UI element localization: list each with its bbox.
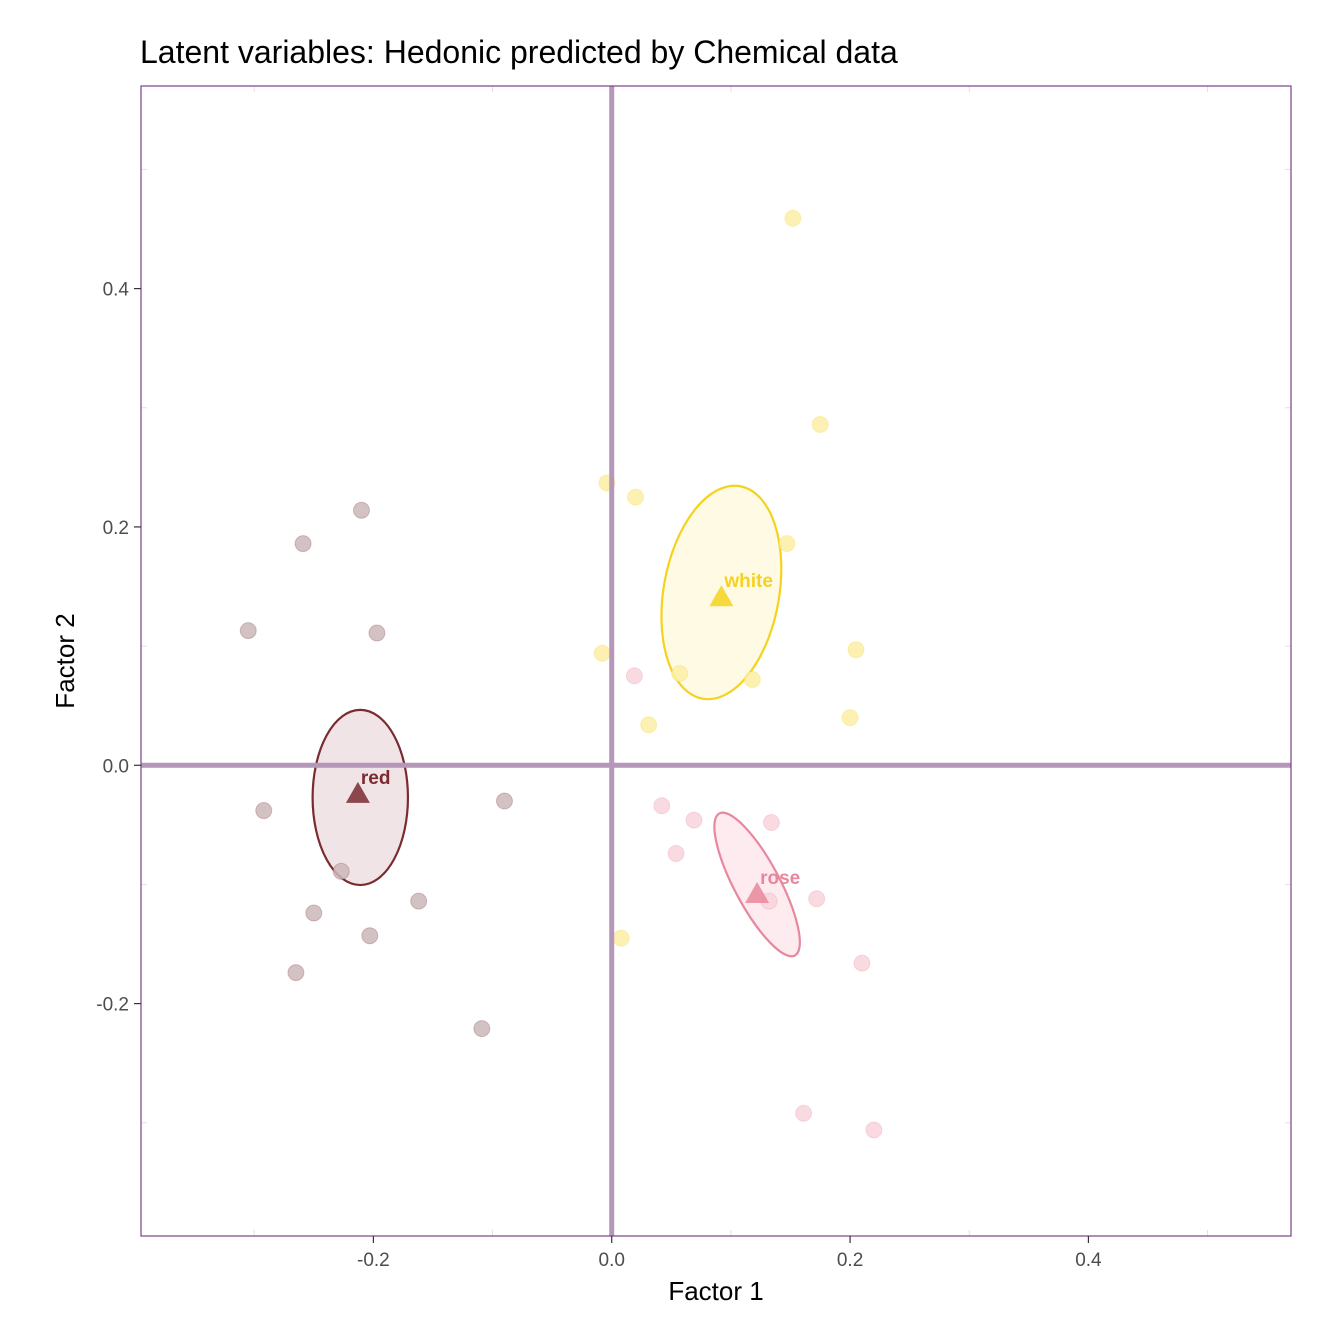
y-tick-label: 0.4 [103, 280, 130, 301]
plot-frame [140, 85, 1292, 1237]
point-rose [853, 954, 871, 972]
chart-title: Latent variables: Hedonic predicted by C… [140, 34, 898, 70]
point-red [368, 624, 386, 642]
point-rose [685, 811, 703, 829]
point-white [627, 488, 645, 506]
mean-marker-rose [745, 881, 770, 903]
mean-marker-white [709, 585, 734, 607]
point-red [305, 904, 323, 922]
group-means [345, 585, 770, 903]
point-white [778, 535, 796, 553]
mean-label-white: white [723, 571, 773, 592]
point-white [841, 709, 859, 727]
mean-marker-red [345, 781, 370, 803]
point-white [640, 716, 658, 734]
point-white [671, 665, 689, 683]
point-red [495, 792, 513, 810]
x-axis: -0.2 0.0 0.2 0.4 [357, 1236, 1102, 1271]
point-white [593, 644, 611, 662]
point-rose [653, 797, 671, 815]
point-red [352, 501, 370, 519]
observation-points [239, 209, 883, 1139]
point-white [612, 929, 630, 947]
point-red [255, 802, 273, 820]
y-axis: -0.2 0.0 0.2 0.4 [96, 280, 141, 1016]
x-axis-title: Factor 1 [668, 1276, 763, 1306]
point-rose [762, 813, 780, 831]
y-tick-label: 0.2 [103, 518, 129, 539]
point-rose [865, 1121, 883, 1139]
reference-lines [141, 86, 1291, 1236]
point-red [410, 892, 428, 910]
y-tick-label: 0.0 [103, 756, 129, 777]
point-red [361, 927, 379, 945]
point-rose [625, 667, 643, 685]
point-white [811, 415, 829, 433]
minor-tick-marks [141, 86, 1291, 1236]
mean-label-rose: rose [760, 868, 800, 889]
point-red [473, 1020, 491, 1038]
y-tick-label: -0.2 [96, 995, 129, 1016]
mean-label-red: red [361, 768, 391, 789]
point-rose [795, 1104, 813, 1122]
x-tick-label: -0.2 [357, 1250, 390, 1271]
point-white [743, 670, 761, 688]
point-red [239, 622, 257, 640]
x-tick-label: 0.2 [837, 1250, 863, 1271]
point-red [294, 535, 312, 553]
y-axis-title: Factor 2 [50, 613, 80, 708]
x-tick-label: 0.4 [1075, 1250, 1102, 1271]
point-white [784, 209, 802, 227]
point-white [847, 641, 865, 659]
point-red [287, 964, 305, 982]
point-rose [808, 890, 826, 908]
point-red [332, 862, 350, 880]
x-tick-label: 0.0 [599, 1250, 625, 1271]
point-rose [667, 844, 685, 862]
group-labels: red white rose [361, 571, 800, 889]
